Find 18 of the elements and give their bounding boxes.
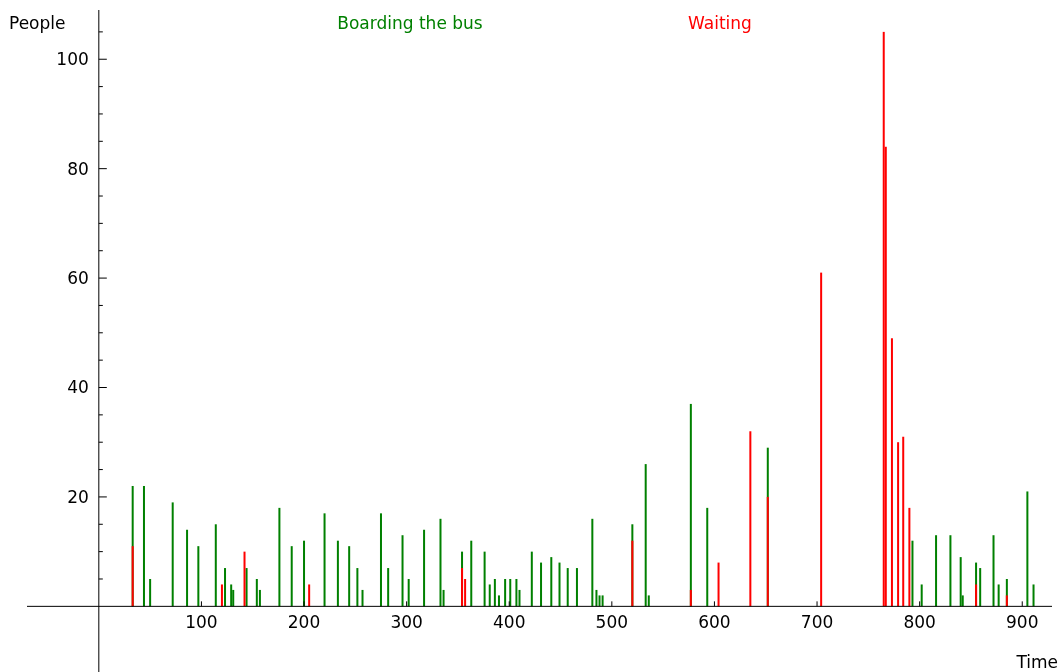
x-tick-label: 900 bbox=[1006, 612, 1039, 633]
x-tick-label: 300 bbox=[390, 612, 423, 633]
x-tick-label: 800 bbox=[903, 612, 936, 633]
y-tick-label: 80 bbox=[67, 158, 89, 179]
x-tick-label: 200 bbox=[287, 612, 321, 633]
x-tick-label: 400 bbox=[493, 612, 526, 633]
y-tick-label: 60 bbox=[67, 268, 89, 289]
x-tick-label: 700 bbox=[800, 612, 834, 633]
x-tick-label: 100 bbox=[185, 612, 218, 633]
y-tick-label: 20 bbox=[67, 486, 89, 507]
text: Waiting bbox=[688, 13, 752, 33]
y-axis-title: People bbox=[9, 13, 66, 33]
text: Boarding the bus bbox=[337, 13, 483, 33]
y-tick-label: 100 bbox=[56, 49, 89, 70]
x-tick-label: 500 bbox=[595, 612, 629, 633]
y-tick-label: 40 bbox=[67, 377, 89, 398]
x-axis-title: Time bbox=[1015, 652, 1058, 672]
x-tick-label: 600 bbox=[698, 612, 731, 633]
